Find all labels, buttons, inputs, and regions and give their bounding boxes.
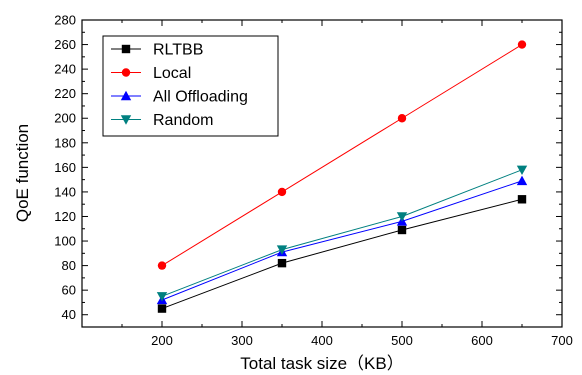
data-point-random — [516, 165, 528, 176]
x-axis-title: Total task size（KB） — [240, 354, 403, 373]
y-tick-label: 120 — [54, 209, 76, 224]
y-tick-label: 80 — [62, 258, 76, 273]
data-point-rltbb — [517, 195, 527, 204]
legend-label-all-offloading: All Offloading — [153, 89, 248, 106]
series-line-all-offloading — [161, 180, 523, 301]
y-axis-title: QoE function — [13, 124, 32, 222]
data-point-rltbb — [397, 225, 407, 235]
data-point-random — [396, 212, 408, 222]
legend-label-rltbb: RLTBB — [153, 42, 203, 59]
legend-marker-rltbb — [121, 44, 131, 54]
series-line-random — [161, 169, 523, 297]
data-point-random — [156, 292, 168, 302]
x-tick-label: 500 — [391, 333, 413, 348]
data-point-rltbb — [277, 258, 287, 268]
data-point-local — [517, 40, 527, 49]
data-point-local — [157, 261, 167, 270]
data-point-local — [397, 114, 407, 123]
x-tick-label: 200 — [151, 333, 173, 348]
y-tick-label: 140 — [54, 184, 76, 199]
legend-marker-all-offloading — [120, 90, 132, 101]
y-tick-label: 40 — [62, 307, 76, 322]
x-tick-label: 300 — [231, 333, 253, 348]
data-point-random — [276, 245, 288, 255]
series-layer — [156, 40, 528, 313]
legend: RLTBB Local All Offloading Random — [102, 35, 279, 137]
y-tick-label: 280 — [54, 13, 76, 28]
y-axis: 40 60 80 100 120 140 160 180 200 220 240 260 280 — [54, 13, 562, 328]
y-tick-label: 220 — [54, 86, 76, 101]
data-point-rltbb — [157, 304, 167, 313]
x-tick-label: 600 — [471, 333, 493, 348]
y-tick-label: 60 — [62, 283, 76, 298]
series-line-local — [161, 44, 523, 267]
y-tick-label: 160 — [54, 160, 76, 175]
y-tick-label: 180 — [54, 135, 76, 150]
data-point-local — [277, 187, 287, 197]
y-tick-label: 100 — [54, 234, 76, 249]
y-tick-label: 260 — [54, 37, 76, 52]
x-tick-label: 700 — [551, 333, 573, 348]
y-tick-label: 200 — [54, 111, 76, 126]
legend-label-random: Random — [153, 112, 213, 129]
data-point-all-offloading — [516, 175, 528, 186]
x-tick-label: 400 — [311, 333, 333, 348]
x-axis: 200 300 400 500 600 700 — [81, 20, 573, 348]
legend-label-local: Local — [153, 65, 191, 82]
legend-marker-local — [121, 68, 131, 77]
series-line-rltbb — [161, 198, 523, 310]
legend-marker-random — [120, 115, 132, 125]
y-tick-label: 240 — [54, 62, 76, 77]
